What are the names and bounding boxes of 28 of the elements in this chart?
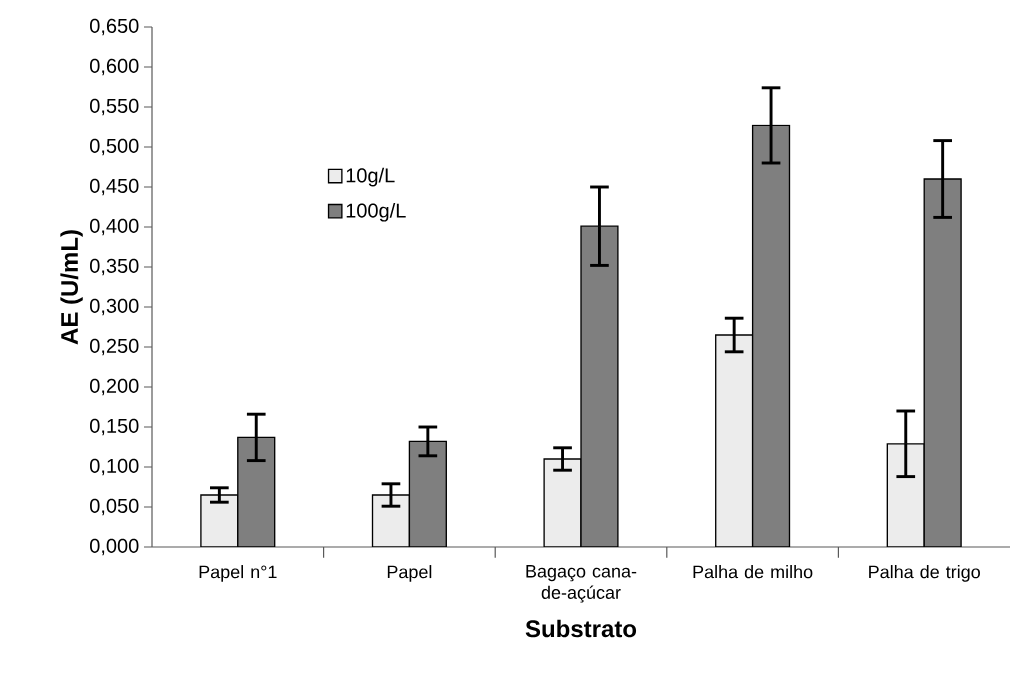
y-tick-label: 0,150 [90,418,139,436]
legend-label: 100g/L [346,202,406,222]
y-tick-label: 0,050 [90,498,139,516]
y-tick-label: 0,600 [90,58,139,76]
y-tick-label: 0,650 [90,18,139,36]
bar [200,494,239,547]
bar [543,458,582,547]
bar [886,443,925,547]
x-tick-label: Palha de trigo [869,565,980,582]
y-tick-label: 0,450 [90,178,139,196]
x-tick-label: Papel [387,565,432,582]
y-axis-title: AE (U/mL) [60,230,83,345]
y-tick-label: 0,400 [90,218,139,236]
y-tick-label: 0,500 [90,138,139,156]
y-tick-label: 0,350 [90,258,139,276]
y-tick-label: 0,250 [90,338,139,356]
bar [371,494,411,547]
x-tick-label: Bagaço cana-de-açúcar [526,565,637,603]
legend-label: 10g/L [346,167,395,187]
y-tick-label: 0,200 [90,378,139,396]
bar [715,334,754,547]
y-tick-label: 0,300 [90,298,139,316]
y-tick-label: 0,000 [90,538,139,556]
y-tick-label: 0,100 [90,458,139,476]
y-tick-label: 0,550 [90,98,139,116]
x-axis-title: Substrato [525,619,637,638]
x-tick-label: Palha de milho [693,565,813,579]
x-tick-label: Papel n°1 [199,565,277,582]
